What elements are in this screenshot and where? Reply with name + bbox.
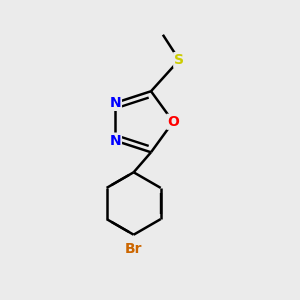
Text: N: N (109, 96, 121, 110)
Text: Br: Br (125, 242, 142, 256)
Text: N: N (109, 134, 121, 148)
Text: S: S (174, 53, 184, 67)
Text: O: O (167, 115, 179, 129)
